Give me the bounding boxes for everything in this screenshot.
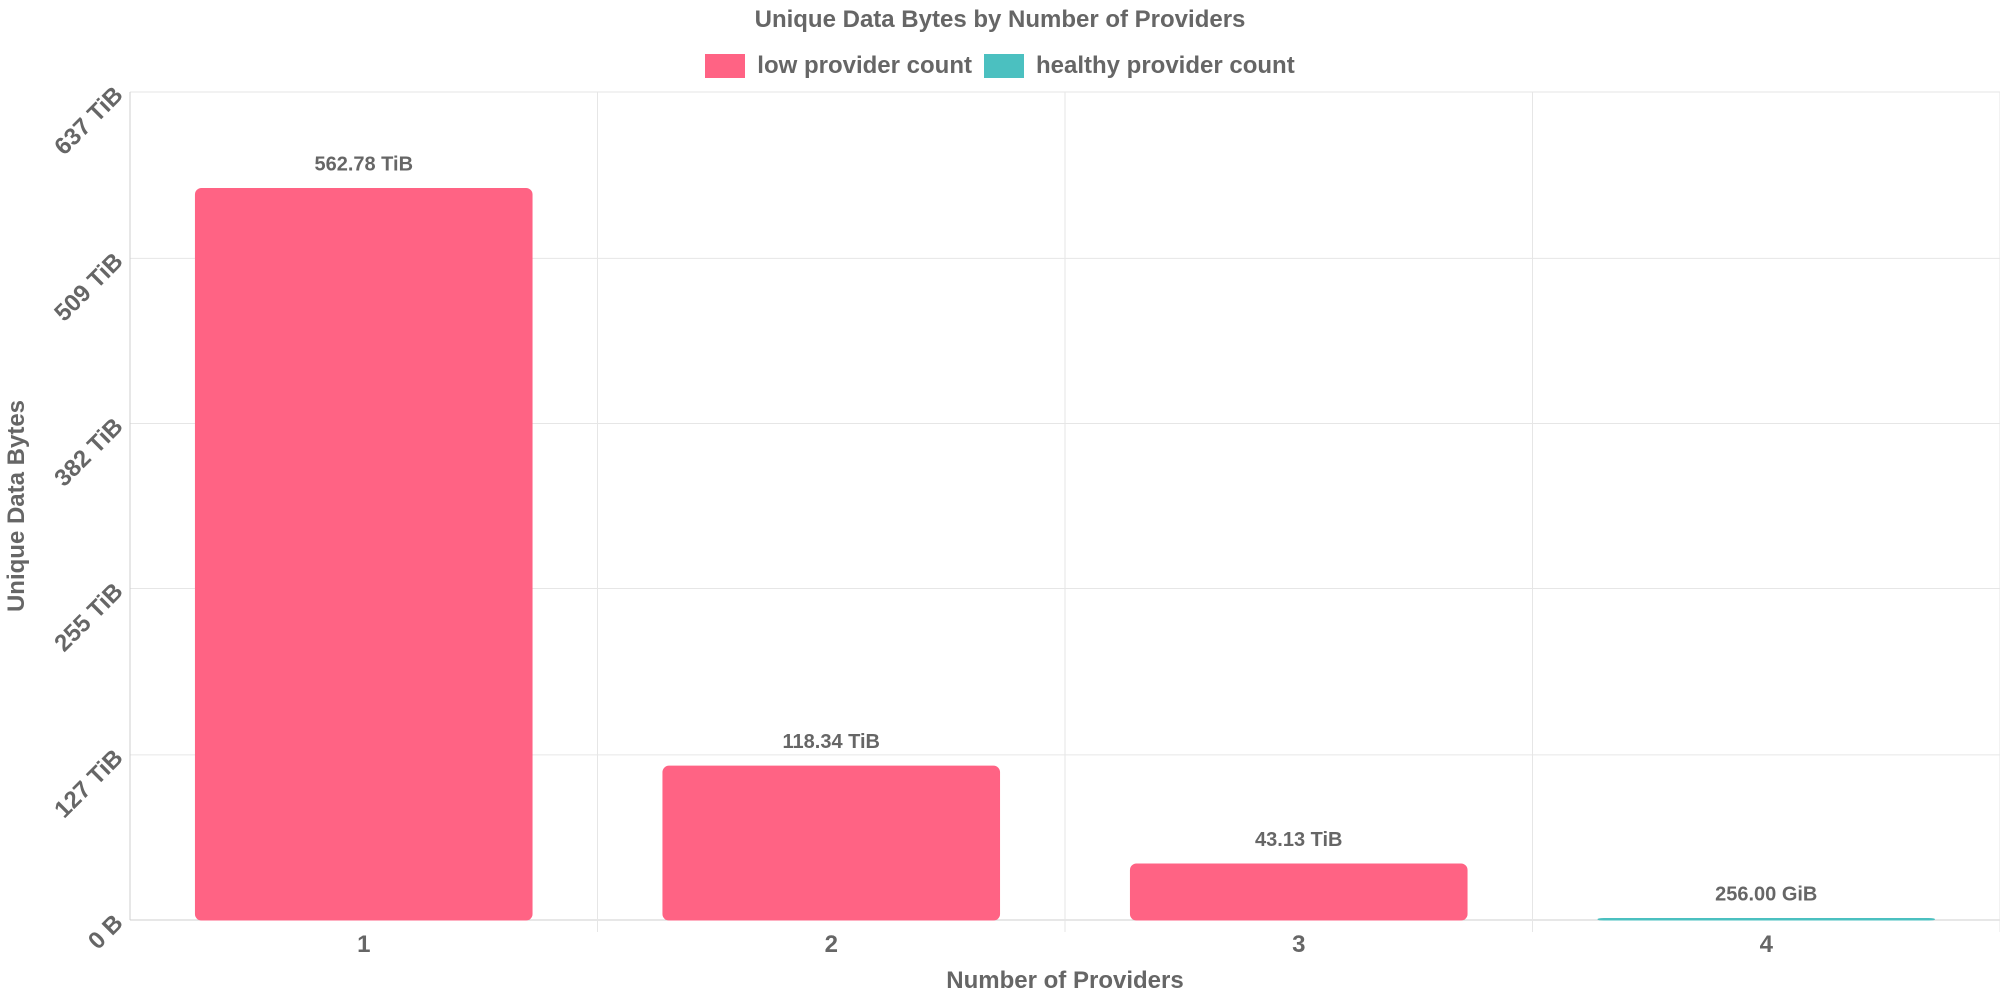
bar-data-label: 562.78 TiB [314,153,413,175]
bar-data-label: 256.00 GiB [1715,884,1817,906]
bar-low-2 [662,765,1001,921]
legend-item-healthy-provider-count[interactable]: healthy provider count [983,52,1295,80]
x-tick-label: 4 [1760,931,1774,958]
chart-title: Unique Data Bytes by Number of Providers [754,6,1246,33]
y-tick-label: 127 TiB [49,744,128,823]
y-tick-label: 382 TiB [49,413,128,492]
bar-healthy-4 [1597,918,1936,921]
y-axis-title: Unique Data Bytes [3,400,30,612]
bar-low-1 [194,187,533,921]
bar-data-label: 43.13 TiB [1255,829,1342,851]
x-tick-label: 2 [825,931,838,958]
legend-item-low-provider-count[interactable]: low provider count [705,52,972,80]
y-tick-label: 0 B [83,909,129,955]
bar-low-3 [1129,863,1468,921]
y-tick-label: 255 TiB [49,578,128,657]
legend: low provider count healthy provider coun… [0,52,2000,80]
legend-swatch-healthy [983,54,1024,78]
legend-label-healthy: healthy provider count [1035,52,1295,79]
x-tick-label: 3 [1292,931,1305,958]
y-tick-label: 637 TiB [49,81,128,160]
x-tick-label: 1 [357,931,370,958]
legend-label-low: low provider count [757,52,972,79]
x-axis-title: Number of Providers [946,967,1183,994]
bar-data-label: 118.34 TiB [783,731,880,753]
y-tick-label: 509 TiB [49,248,128,327]
legend-swatch-low [705,54,746,78]
